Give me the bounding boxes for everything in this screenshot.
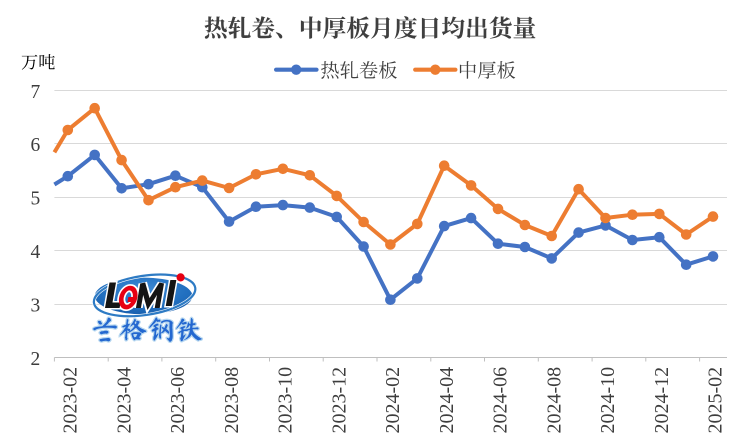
svg-text:2024-06: 2024-06: [490, 367, 512, 434]
svg-text:2024-12: 2024-12: [651, 367, 673, 434]
svg-text:2023-06: 2023-06: [167, 367, 189, 434]
svg-text:2024-10: 2024-10: [597, 367, 619, 434]
svg-text:2024-02: 2024-02: [382, 367, 404, 434]
svg-text:2023-02: 2023-02: [60, 367, 82, 434]
svg-text:3: 3: [31, 296, 41, 317]
svg-text:2024-08: 2024-08: [543, 367, 565, 434]
svg-text:2023-12: 2023-12: [328, 367, 350, 434]
svg-text:4: 4: [31, 242, 41, 263]
svg-text:2024-04: 2024-04: [436, 367, 458, 434]
svg-text:2: 2: [31, 349, 41, 370]
svg-text:6: 6: [31, 135, 41, 156]
svg-text:5: 5: [31, 189, 41, 210]
svg-text:2023-10: 2023-10: [275, 367, 297, 434]
svg-text:2023-04: 2023-04: [113, 367, 135, 434]
svg-text:2025-02: 2025-02: [705, 367, 727, 434]
svg-text:2023-08: 2023-08: [221, 367, 243, 434]
svg-text:7: 7: [31, 82, 41, 103]
